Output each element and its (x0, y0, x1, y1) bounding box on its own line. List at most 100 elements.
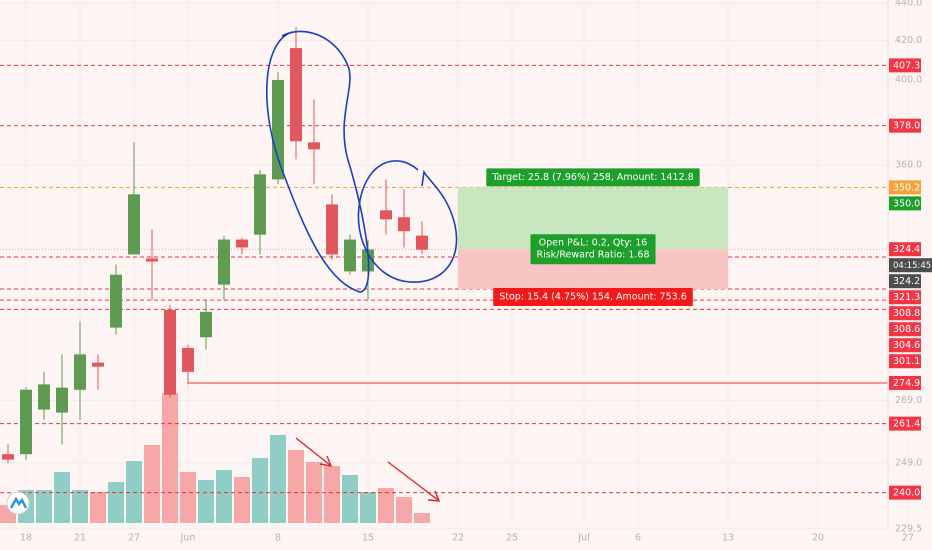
price-label-box (889, 485, 921, 500)
volume-bar (360, 492, 376, 523)
volume-bar (126, 461, 142, 523)
x-tick-label: 13 (722, 533, 734, 544)
candle-body (20, 389, 32, 455)
price-label: 324.2 (893, 276, 920, 287)
candle-body (416, 235, 428, 250)
price-label: 308.6 (893, 324, 920, 335)
candles (2, 27, 428, 463)
candle-body (272, 79, 284, 180)
volume-bar (144, 445, 160, 523)
price-label-box (889, 338, 921, 353)
price-label-box (889, 242, 921, 257)
pnl-label: Risk/Reward Ratio: 1.68 (536, 250, 649, 261)
price-label-box (889, 354, 921, 369)
stop-label-box (493, 288, 693, 307)
x-tick-label: Jul (577, 533, 589, 544)
price-label: 274.9 (893, 378, 920, 389)
price-label: 324.4 (893, 244, 920, 255)
price-label-box (889, 416, 921, 431)
price-label-box (889, 58, 921, 73)
x-tick-label: 22 (452, 533, 464, 544)
candle-body (200, 311, 212, 338)
volume-bar (342, 475, 358, 523)
y-tick-label: 400.0 (895, 74, 922, 85)
logo-mark (9, 496, 28, 509)
price-label: 308.8 (893, 308, 920, 319)
volume-bar (234, 477, 250, 523)
hand-drawn-circle (265, 30, 370, 293)
candle-body (308, 142, 320, 150)
price-label-box (889, 375, 921, 390)
x-tick-label: 15 (362, 533, 374, 544)
x-tick-label: 21 (74, 533, 86, 544)
candle-body (110, 274, 122, 328)
volume-bar (396, 497, 412, 523)
x-tick-label: 6 (635, 533, 641, 544)
position-tool: Target: 25.8 (7.96%) 258, Amount: 1412.8… (458, 168, 728, 307)
volume-bar (252, 458, 268, 523)
y-tick-label: 440.0 (895, 0, 922, 9)
price-label-box (889, 306, 921, 321)
y-tick-label: 360.0 (895, 160, 922, 171)
price-label-box (889, 118, 921, 133)
candle-body (380, 210, 392, 220)
levels (0, 64, 888, 494)
candle-body (236, 239, 248, 248)
volume-bar (108, 482, 124, 523)
candle-body (398, 217, 410, 232)
price-label-box (889, 274, 921, 289)
y-tick-label: 249.0 (895, 457, 922, 468)
x-tick-label: 27 (902, 533, 914, 544)
price-label-box (889, 290, 921, 305)
candle-body (164, 309, 176, 395)
price-label: 407.3 (893, 60, 920, 71)
arrow-head (319, 455, 333, 467)
volume-bar (36, 490, 52, 523)
arrow (387, 461, 439, 501)
x-tick-label: 27 (128, 533, 140, 544)
price-label-box (889, 196, 921, 211)
pnl-label: Open P&L: 0.2, Qty: 16 (539, 238, 648, 249)
price-label: 261.4 (893, 419, 920, 430)
target-label-box (486, 168, 700, 187)
x-tick-label: 25 (506, 533, 518, 544)
x-tick-label: 18 (20, 533, 32, 544)
stop-label: Stop: 15.4 (4.75%) 154, Amount: 753.6 (499, 292, 687, 303)
price-label: 301.1 (893, 356, 920, 367)
volume-pane (0, 393, 430, 523)
candle-body (128, 194, 140, 255)
candle-body (182, 347, 194, 372)
volume-bar (162, 393, 178, 523)
price-axis: 18 21 27 Jun 8 15 22 25 Jul 6 13 20 27 440.0 420.0 400.… (20, 0, 932, 544)
y-tick-label: 420.0 (895, 35, 922, 46)
volume-bar (414, 513, 430, 523)
x-tick-label: Jun (180, 533, 196, 544)
x-tick-label: 8 (275, 533, 281, 544)
drawings (265, 30, 458, 502)
candle-body (146, 258, 158, 262)
y-tick-label: 229.5 (895, 523, 922, 534)
candle-body (38, 384, 50, 410)
countdown: 04:15:45 (893, 261, 931, 271)
volume-bar (72, 490, 88, 523)
volume-bar (288, 450, 304, 523)
price-label: 240.0 (893, 488, 920, 499)
price-label-box (889, 180, 921, 195)
target-label: Target: 25.8 (7.96%) 258, Amount: 1412.8 (491, 172, 693, 183)
hand-drawn-circle (357, 160, 458, 283)
price-label: 350.2 (893, 182, 920, 193)
candle-body (74, 354, 86, 390)
price-label: 350.0 (893, 198, 920, 209)
volume-bar (324, 466, 340, 523)
candle-body (290, 48, 302, 142)
volume-bar (378, 488, 394, 523)
candle-body (344, 239, 356, 272)
volume-bar (180, 472, 196, 523)
price-label: 378.0 (893, 121, 920, 132)
price-label-box (889, 322, 921, 337)
pnl-label-box (530, 234, 656, 265)
candle-body (2, 454, 14, 460)
volume-bar (216, 470, 232, 523)
price-label: 304.6 (893, 340, 920, 351)
